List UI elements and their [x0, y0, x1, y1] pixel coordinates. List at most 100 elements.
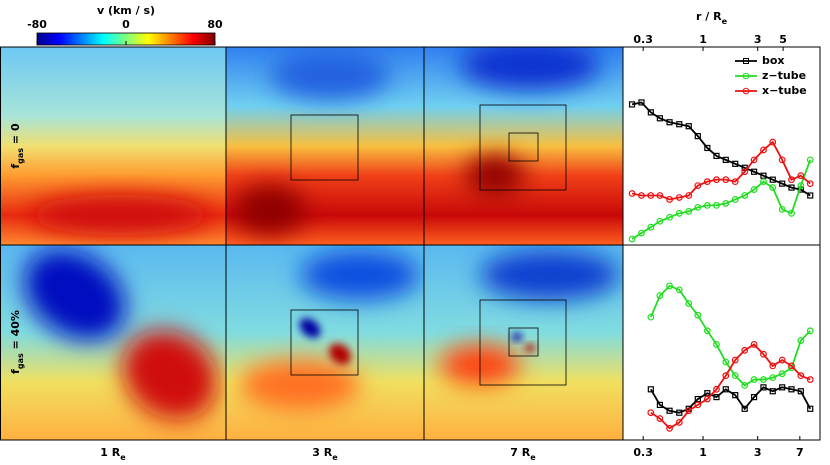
- x-tick-label: 7: [796, 446, 804, 459]
- map-panel: [424, 245, 623, 440]
- row-label: fgas = 40%: [9, 310, 25, 374]
- marker: [656, 217, 664, 225]
- colorbar-tick-label: 80: [207, 18, 223, 31]
- marker: [647, 192, 655, 199]
- marker: [788, 176, 795, 184]
- marker: [656, 415, 664, 422]
- marker: [769, 388, 776, 395]
- marker: [722, 386, 729, 393]
- marker: [722, 358, 730, 366]
- map-panel: [226, 245, 424, 440]
- marker: [769, 184, 777, 191]
- marker: [703, 327, 711, 335]
- marker: [741, 405, 748, 412]
- marker: [685, 123, 692, 130]
- x-axis-label: r / Re: [696, 10, 728, 26]
- x-tick-label: 0.3: [633, 33, 653, 46]
- marker: [806, 327, 814, 335]
- series-line: [631, 159, 812, 240]
- series-line: [650, 343, 811, 430]
- x-tick-label: 3: [754, 446, 762, 459]
- map-panel: [0, 47, 226, 245]
- marker: [806, 156, 814, 164]
- marker: [638, 192, 645, 199]
- velocity-maps: [0, 46, 624, 441]
- marker: [656, 115, 664, 122]
- marker: [731, 372, 739, 380]
- marker: [760, 384, 767, 391]
- colorbar-label: v (km / s): [97, 4, 155, 17]
- marker: [666, 196, 673, 203]
- row-label-tail: = 0: [9, 123, 22, 148]
- marker: [750, 186, 758, 193]
- marker: [694, 182, 702, 190]
- marker: [656, 292, 664, 300]
- marker: [769, 176, 776, 183]
- marker: [694, 203, 702, 211]
- legend-marker: [743, 58, 749, 64]
- marker: [722, 372, 730, 380]
- marker: [628, 235, 636, 243]
- row-label-sub: gas: [16, 353, 25, 369]
- x-axis-label-base: r / R: [696, 10, 722, 23]
- marker: [732, 392, 739, 399]
- marker: [741, 346, 749, 354]
- row-label-base: f: [9, 369, 22, 374]
- series-line: [650, 284, 811, 387]
- marker: [666, 213, 673, 221]
- marker: [731, 178, 739, 186]
- marker: [760, 350, 767, 358]
- column-label-sub: e: [332, 453, 338, 462]
- x-tick-label: 1: [699, 33, 707, 46]
- marker: [666, 119, 673, 126]
- marker: [676, 409, 683, 416]
- marker: [713, 341, 720, 348]
- marker: [750, 376, 758, 383]
- marker: [788, 184, 795, 191]
- marker: [750, 156, 758, 164]
- marker: [769, 374, 777, 382]
- marker: [797, 388, 804, 395]
- marker: [647, 223, 655, 231]
- marker: [656, 192, 664, 199]
- marker: [807, 192, 814, 199]
- marker: [713, 394, 720, 401]
- marker: [647, 409, 655, 417]
- column-label: 3 Re: [312, 446, 338, 462]
- row-label-tail: = 40%: [9, 310, 22, 353]
- marker: [750, 394, 758, 401]
- marker: [760, 376, 767, 383]
- marker: [760, 172, 767, 179]
- x-axis-label-sub: e: [722, 17, 728, 26]
- marker: [741, 168, 749, 176]
- marker: [685, 207, 693, 215]
- x-tick-label: 0.3: [633, 446, 653, 459]
- marker: [628, 190, 636, 197]
- marker: [675, 286, 683, 294]
- marker: [694, 401, 702, 409]
- column-label-base: 3 R: [312, 446, 332, 459]
- marker: [722, 200, 730, 207]
- marker: [797, 337, 805, 344]
- column-label-base: 7 R: [510, 446, 530, 459]
- marker: [797, 182, 805, 190]
- row-label-base: f: [9, 164, 22, 169]
- marker: [703, 201, 711, 209]
- legend-label: box: [762, 54, 785, 67]
- marker: [694, 133, 701, 140]
- marker: [722, 176, 730, 184]
- marker: [685, 407, 693, 415]
- marker: [703, 178, 711, 186]
- legend-marker: [742, 72, 750, 80]
- marker: [778, 370, 786, 378]
- marker: [675, 194, 683, 201]
- marker: [666, 282, 673, 290]
- marker: [666, 424, 673, 432]
- marker: [760, 178, 767, 186]
- marker: [750, 341, 758, 348]
- x-tick-label: 1: [699, 446, 707, 459]
- marker: [788, 386, 795, 393]
- legend-label: x−tube: [762, 84, 807, 97]
- marker: [713, 176, 720, 184]
- marker: [647, 313, 655, 321]
